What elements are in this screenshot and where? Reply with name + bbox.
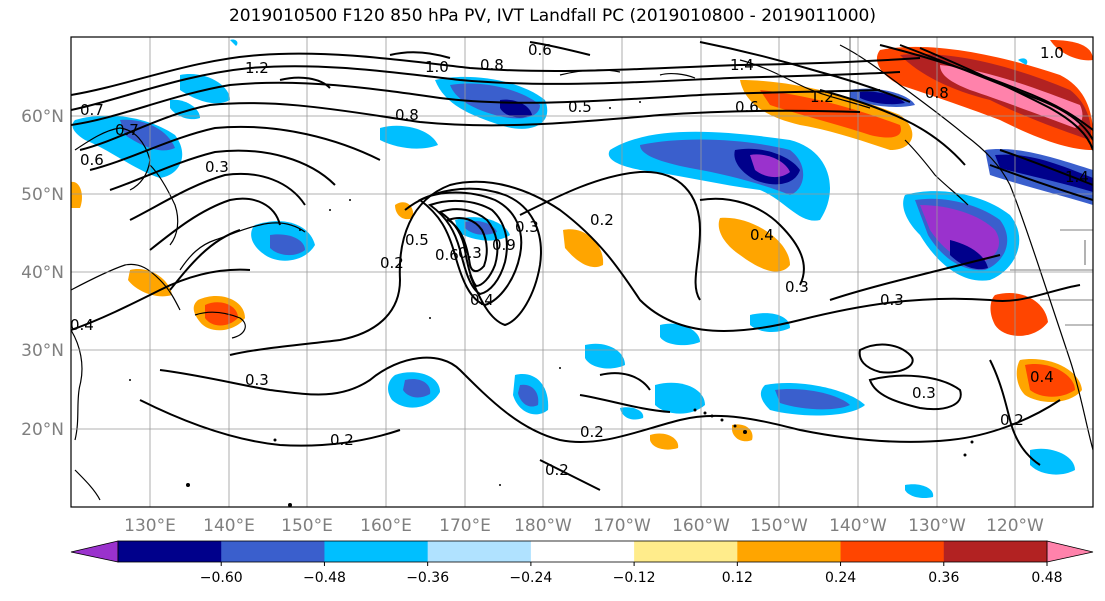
- contour-label: 0.2: [380, 254, 404, 272]
- lat-label: 40°N: [21, 263, 64, 283]
- colorbar-tick-label: −0.24: [509, 570, 552, 586]
- contour-label: 1.4: [730, 56, 754, 74]
- colorbar-segment: [324, 541, 429, 562]
- lon-label: 160°W: [672, 516, 730, 536]
- contour-label: 0.3: [912, 384, 936, 402]
- contour-label: 0.4: [1030, 368, 1054, 386]
- colorbar-segment: [840, 541, 945, 562]
- colorbar-segment: [737, 541, 842, 562]
- islands: [129, 101, 974, 507]
- contour-label: 0.2: [590, 211, 614, 229]
- contour-label: 1.4: [1065, 168, 1089, 186]
- gridlines: [71, 37, 1093, 507]
- map-title: 2019010500 F120 850 hPa PV, IVT Landfall…: [228, 6, 876, 26]
- lon-label: 140°W: [829, 516, 887, 536]
- contour-label: 1.2: [810, 88, 834, 106]
- lon-label: 160°E: [360, 516, 412, 536]
- colorbar-extend-low: [70, 540, 119, 563]
- contour-label: 0.3: [785, 278, 809, 296]
- contour-label: 0.2: [1000, 411, 1024, 429]
- colorbar-tick-label: 0.48: [1031, 570, 1062, 586]
- colorbar-segment: [118, 541, 222, 562]
- colorbar-tick-label: 0.36: [928, 570, 959, 586]
- contour-label: 0.6: [528, 41, 552, 59]
- contour-label: 0.3: [880, 291, 904, 309]
- map-frame: [70, 36, 1094, 508]
- contour-label: 1.2: [245, 59, 269, 77]
- contour-label: 0.2: [580, 423, 604, 441]
- colorbar-tick-label: −0.36: [406, 570, 449, 586]
- lon-label: 170°E: [439, 516, 491, 536]
- colorbar-tick-label: 0.24: [825, 570, 856, 586]
- contour-label: 0.6: [80, 151, 104, 169]
- lon-label: 170°W: [593, 516, 651, 536]
- colorbar-tick-label: −0.48: [303, 570, 346, 586]
- lon-label: 180°W: [514, 516, 572, 536]
- contour-label: 0.8: [480, 56, 504, 74]
- contour-label: 0.3: [205, 158, 229, 176]
- contour-label: 0.8: [395, 106, 419, 124]
- colorbar-segment: [530, 541, 635, 562]
- contour-label: 0.4: [470, 291, 494, 309]
- lon-label: 120°W: [986, 516, 1044, 536]
- lat-label: 30°N: [21, 341, 64, 361]
- pv-contours: [71, 41, 1093, 491]
- contour-label: 0.3: [515, 218, 539, 236]
- contour-label: 0.6: [735, 98, 759, 116]
- lon-label: 130°W: [908, 516, 966, 536]
- lon-label: 140°E: [203, 516, 255, 536]
- colorbar-segment: [634, 541, 738, 562]
- colorbar-tick-label: 0.12: [722, 570, 753, 586]
- lon-label: 150°W: [750, 516, 808, 536]
- colorbar-segment: [427, 541, 532, 562]
- lon-labels: 130°E 140°E 150°E 160°E 170°E 180°W 170°…: [124, 516, 1044, 536]
- contour-label: 1.0: [425, 58, 449, 76]
- contour-label: 0.7: [115, 121, 139, 139]
- contour-label: 0.9: [492, 236, 516, 254]
- lat-label: 50°N: [21, 185, 64, 205]
- contour-label: 0.5: [568, 98, 592, 116]
- contour-label: 0.4: [70, 316, 94, 334]
- colorbar-tick-label: −0.12: [613, 570, 656, 586]
- contour-label: 0.6: [435, 246, 459, 264]
- contour-labels: 1.2 1.0 0.8 0.6 1.4 0.5 0.7 0.6 0.7 0.8 …: [70, 41, 1089, 479]
- contour-label: 0.2: [545, 461, 569, 479]
- lat-label: 20°N: [21, 420, 64, 440]
- colorbar-frame: [117, 540, 1048, 563]
- contour-label: 0.4: [750, 226, 774, 244]
- contour-label: 0.8: [925, 84, 949, 102]
- lat-label: 60°N: [21, 107, 64, 127]
- colorbar-segment: [221, 541, 325, 562]
- colorbar-segment: [943, 541, 1048, 562]
- lon-label: 130°E: [124, 516, 176, 536]
- contour-label: 1.0: [1040, 44, 1064, 62]
- contour-label: 0.2: [330, 431, 354, 449]
- colorbar-tick-label: −0.60: [200, 570, 243, 586]
- lon-label: 150°E: [281, 516, 333, 536]
- contour-label: 0.3: [458, 244, 482, 262]
- contour-label: 0.3: [245, 371, 269, 389]
- contour-label: 0.7: [80, 101, 104, 119]
- colorbar: −0.60 −0.48 −0.36 −0.24 −0.12 0.12 0.24 0.36 0.4…: [70, 540, 1094, 586]
- lat-labels: 60°N 50°N 40°N 30°N 20°N: [21, 107, 64, 440]
- contour-label: 0.5: [405, 231, 429, 249]
- colorbar-extend-high: [1046, 540, 1094, 563]
